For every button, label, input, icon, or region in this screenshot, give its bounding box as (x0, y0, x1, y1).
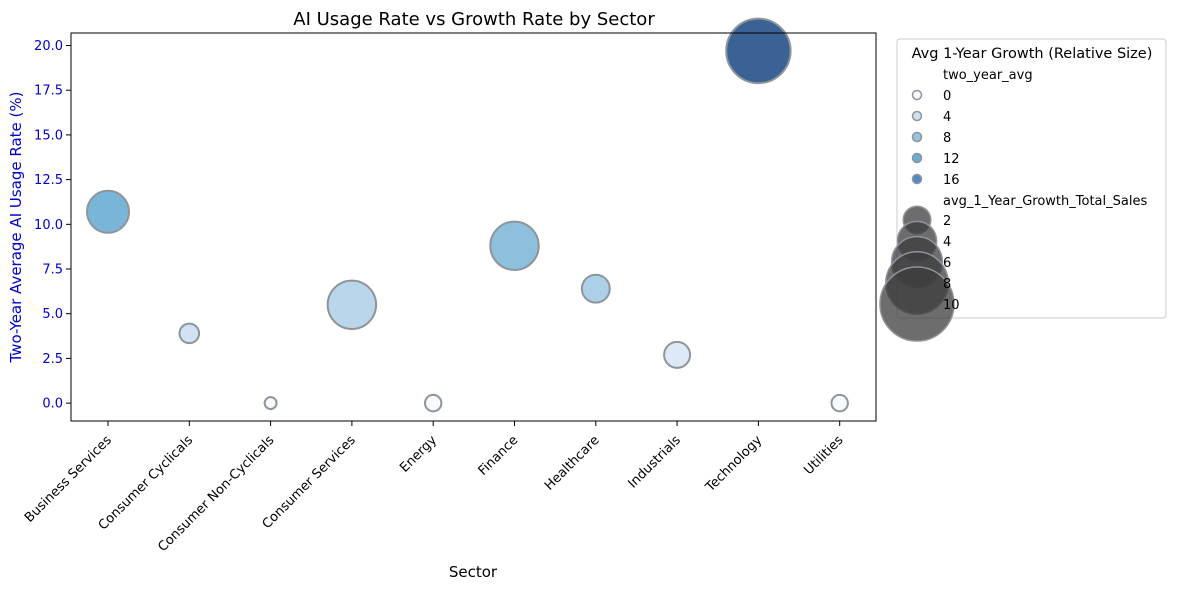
y-tick-label: 20.0 (34, 39, 63, 54)
legend-hue-label: 4 (943, 110, 951, 125)
x-tick-label: Utilities (801, 433, 846, 478)
x-tick-label: Finance (476, 433, 522, 479)
bubble-point (580, 273, 611, 304)
bubbles (86, 17, 849, 413)
legend-hue-title: two_year_avg (943, 68, 1033, 83)
y-tick-label: 15.0 (34, 128, 63, 143)
y-tick-label: 0.0 (42, 397, 63, 412)
chart-title: AI Usage Rate vs Growth Rate by Sector (293, 9, 655, 30)
bubble-point (178, 322, 201, 345)
legend-hue-marker (911, 131, 923, 143)
legend: Avg 1-Year Growth (Relative Size) two_ye… (879, 38, 1167, 342)
y-axis-ticks: 0.0 2.5 5.0 7.5 10.0 12.5 15.0 17.5 20.0 (34, 39, 71, 412)
bubble-point (830, 393, 849, 413)
plot-frame (70, 32, 877, 422)
x-tick-label: Technology (702, 433, 765, 496)
legend-size-label: 8 (943, 277, 951, 292)
legend-size-label: 2 (943, 214, 951, 229)
legend-size-title: avg_1_Year_Growth_Total_Sales (943, 194, 1147, 209)
legend-size-label: 10 (943, 298, 960, 313)
y-tick-label: 12.5 (34, 173, 63, 188)
bubble-point (86, 189, 130, 234)
x-tick-label: Energy (397, 433, 440, 476)
bubble-point (263, 396, 278, 411)
legend-hue-marker (911, 89, 923, 101)
bubble-point (489, 220, 540, 271)
legend-hue-marker (911, 173, 923, 185)
legend-hue-label: 0 (943, 89, 951, 104)
x-tick-label: Consumer Services (260, 433, 359, 532)
y-tick-label: 2.5 (42, 352, 63, 367)
legend-frame (896, 38, 1167, 319)
x-tick-label: Healthcare (542, 433, 603, 494)
legend-hue-label: 8 (943, 131, 951, 146)
legend-size-marker (879, 266, 955, 342)
y-tick-label: 17.5 (34, 84, 63, 99)
legend-size-label: 6 (943, 256, 951, 271)
bubble-point (663, 340, 692, 369)
y-axis-label: Two-Year Average AI Usage Rate (%) (7, 91, 25, 363)
y-tick-label: 5.0 (42, 307, 63, 322)
y-tick-label: 7.5 (42, 263, 63, 278)
legend-title: Avg 1-Year Growth (Relative Size) (912, 46, 1153, 62)
legend-hue-label: 16 (943, 173, 960, 188)
legend-size-entries: 2 4 6 8 10 (879, 205, 960, 342)
bubble-point (326, 279, 378, 330)
bubble-point (725, 17, 792, 85)
x-tick-label: Industrials (625, 433, 684, 492)
legend-hue-entries: 0 4 8 12 16 (911, 89, 960, 188)
x-axis-label: Sector (449, 563, 498, 581)
bubble-point (424, 393, 443, 413)
legend-hue-marker (911, 110, 923, 122)
x-tick-label: Business Services (22, 433, 115, 526)
legend-size-label: 4 (943, 235, 951, 250)
y-tick-label: 10.0 (34, 218, 63, 233)
legend-hue-marker (911, 152, 923, 164)
legend-hue-label: 12 (943, 152, 960, 167)
